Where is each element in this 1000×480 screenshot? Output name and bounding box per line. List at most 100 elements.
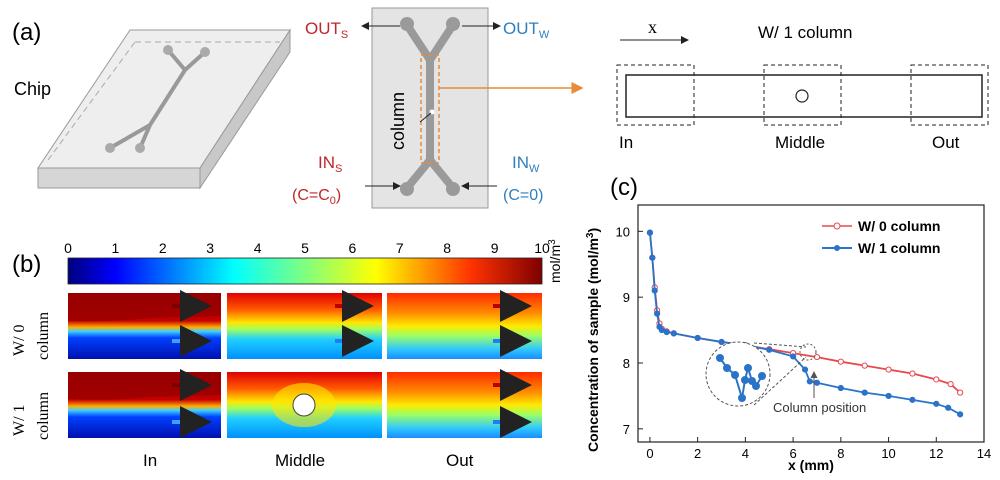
col-label-in: In <box>143 451 157 470</box>
data-point <box>837 384 844 392</box>
schematic-title: W/ 1 column <box>758 23 852 42</box>
chip-top-view <box>371 7 489 209</box>
region-in-box <box>616 64 695 126</box>
chart-legend: W/ 0 column W/ 1 column <box>822 218 940 256</box>
x-axis-title: x (mm) <box>788 457 834 473</box>
plot-frame <box>637 204 985 443</box>
data-point <box>801 366 809 373</box>
heatmap-row-w0 <box>68 293 542 359</box>
out-s-label: OUTS <box>305 19 348 41</box>
colorbar-tick-label: 3 <box>206 240 214 256</box>
chart-series <box>646 229 964 418</box>
data-point <box>933 376 940 383</box>
region-out-box <box>910 64 989 126</box>
data-point <box>933 400 940 407</box>
data-point <box>790 353 797 360</box>
y-axis-title: Concentration of sample (mol/m3) <box>585 228 601 452</box>
x-tick-label: 8 <box>837 446 844 461</box>
out-w-label: OUTW <box>503 19 550 41</box>
svg-text:Concentration of sample (mol/m: Concentration of sample (mol/m3) <box>585 228 601 452</box>
data-point <box>947 380 954 388</box>
y-tick-label: 10 <box>616 224 630 239</box>
x-tick-label: 0 <box>646 446 653 461</box>
data-point <box>885 366 892 373</box>
in-w-condition: (C=0) <box>503 187 543 204</box>
column-marker <box>795 89 809 103</box>
data-point <box>651 287 658 294</box>
data-point <box>694 334 701 342</box>
panel-a-label: (a) <box>12 19 41 46</box>
colorbar-tick-label: 10 <box>534 240 550 256</box>
colorbar-tick-label: 8 <box>443 240 451 256</box>
colorbar-unit: mol/m3 <box>547 239 563 283</box>
row-label-w0: W/ 0 column <box>11 312 52 360</box>
data-point <box>718 338 725 346</box>
y-tick-label: 8 <box>623 356 630 371</box>
colorbar-tick-label: 6 <box>349 240 357 256</box>
colorbar-tick-label: 5 <box>301 240 309 256</box>
data-point <box>663 328 670 336</box>
data-point <box>653 310 661 317</box>
region-out-label: Out <box>932 133 960 152</box>
region-in-label: In <box>619 133 633 152</box>
svg-text:column: column <box>388 92 408 150</box>
data-point <box>649 254 656 261</box>
svg-text:mol/m3: mol/m3 <box>547 239 563 283</box>
colorbar-tick-label: 9 <box>491 240 499 256</box>
column-label: column <box>388 92 408 150</box>
region-middle-box <box>763 64 842 126</box>
svg-text:column: column <box>35 312 52 360</box>
region-middle-label: Middle <box>775 133 825 152</box>
data-point <box>813 353 821 361</box>
chip-3d-illustration <box>37 28 291 190</box>
chart-axes: 0 2 4 6 8 10 12 14 7 8 9 10 <box>616 224 992 461</box>
colorbar-tick-label: 1 <box>112 240 120 256</box>
data-point <box>813 379 821 386</box>
x-tick-label: 2 <box>694 446 701 461</box>
heatmap-row-w1 <box>68 372 542 438</box>
colorbar-tick-label: 2 <box>159 240 167 256</box>
colorbar <box>67 257 543 285</box>
data-point <box>766 346 773 353</box>
x-tick-label: 6 <box>789 446 796 461</box>
data-point <box>837 358 844 365</box>
colorbar-tick-label: 4 <box>254 240 262 256</box>
colorbar-tick-label: 0 <box>64 240 72 256</box>
in-s-condition: (C=C0) <box>292 187 341 207</box>
x-axis-label: x <box>648 17 657 37</box>
data-point <box>670 330 677 337</box>
in-w-label: INW <box>512 153 540 175</box>
panel-b-label: (b) <box>12 251 41 278</box>
data-point <box>861 389 868 396</box>
svg-text:column: column <box>35 392 52 440</box>
data-point <box>861 362 868 369</box>
svg-text:W/ 1: W/ 1 <box>11 404 28 436</box>
col-label-middle: Middle <box>275 451 325 470</box>
data-point <box>945 404 952 411</box>
data-point <box>957 389 964 396</box>
colorbar-tick-label: 7 <box>396 240 404 256</box>
colorbar-ticks: 0 1 2 3 4 5 6 7 8 9 10 <box>64 240 550 256</box>
row-label-w1: W/ 1 column <box>11 392 52 440</box>
panel-c-label: (c) <box>610 174 638 201</box>
legend-w0: W/ 0 column <box>858 218 940 234</box>
data-point <box>806 378 813 385</box>
zoom-inset <box>705 341 817 407</box>
y-tick-label: 7 <box>623 422 630 437</box>
data-point <box>909 396 916 403</box>
column-position-annotation: Column position <box>773 400 866 415</box>
data-point <box>646 229 654 236</box>
y-tick-label: 9 <box>623 290 630 305</box>
x-tick-label: 14 <box>977 446 991 461</box>
chip-label: Chip <box>14 79 51 99</box>
svg-text:W/ 0: W/ 0 <box>11 324 28 356</box>
flow-arrows <box>172 290 532 438</box>
data-point <box>885 392 892 400</box>
x-tick-label: 12 <box>929 446 943 461</box>
in-s-label: INS <box>318 153 342 175</box>
channel-outline <box>625 74 983 118</box>
x-tick-label: 10 <box>881 446 895 461</box>
col-label-out: Out <box>446 451 474 470</box>
legend-w1: W/ 1 column <box>858 240 940 256</box>
